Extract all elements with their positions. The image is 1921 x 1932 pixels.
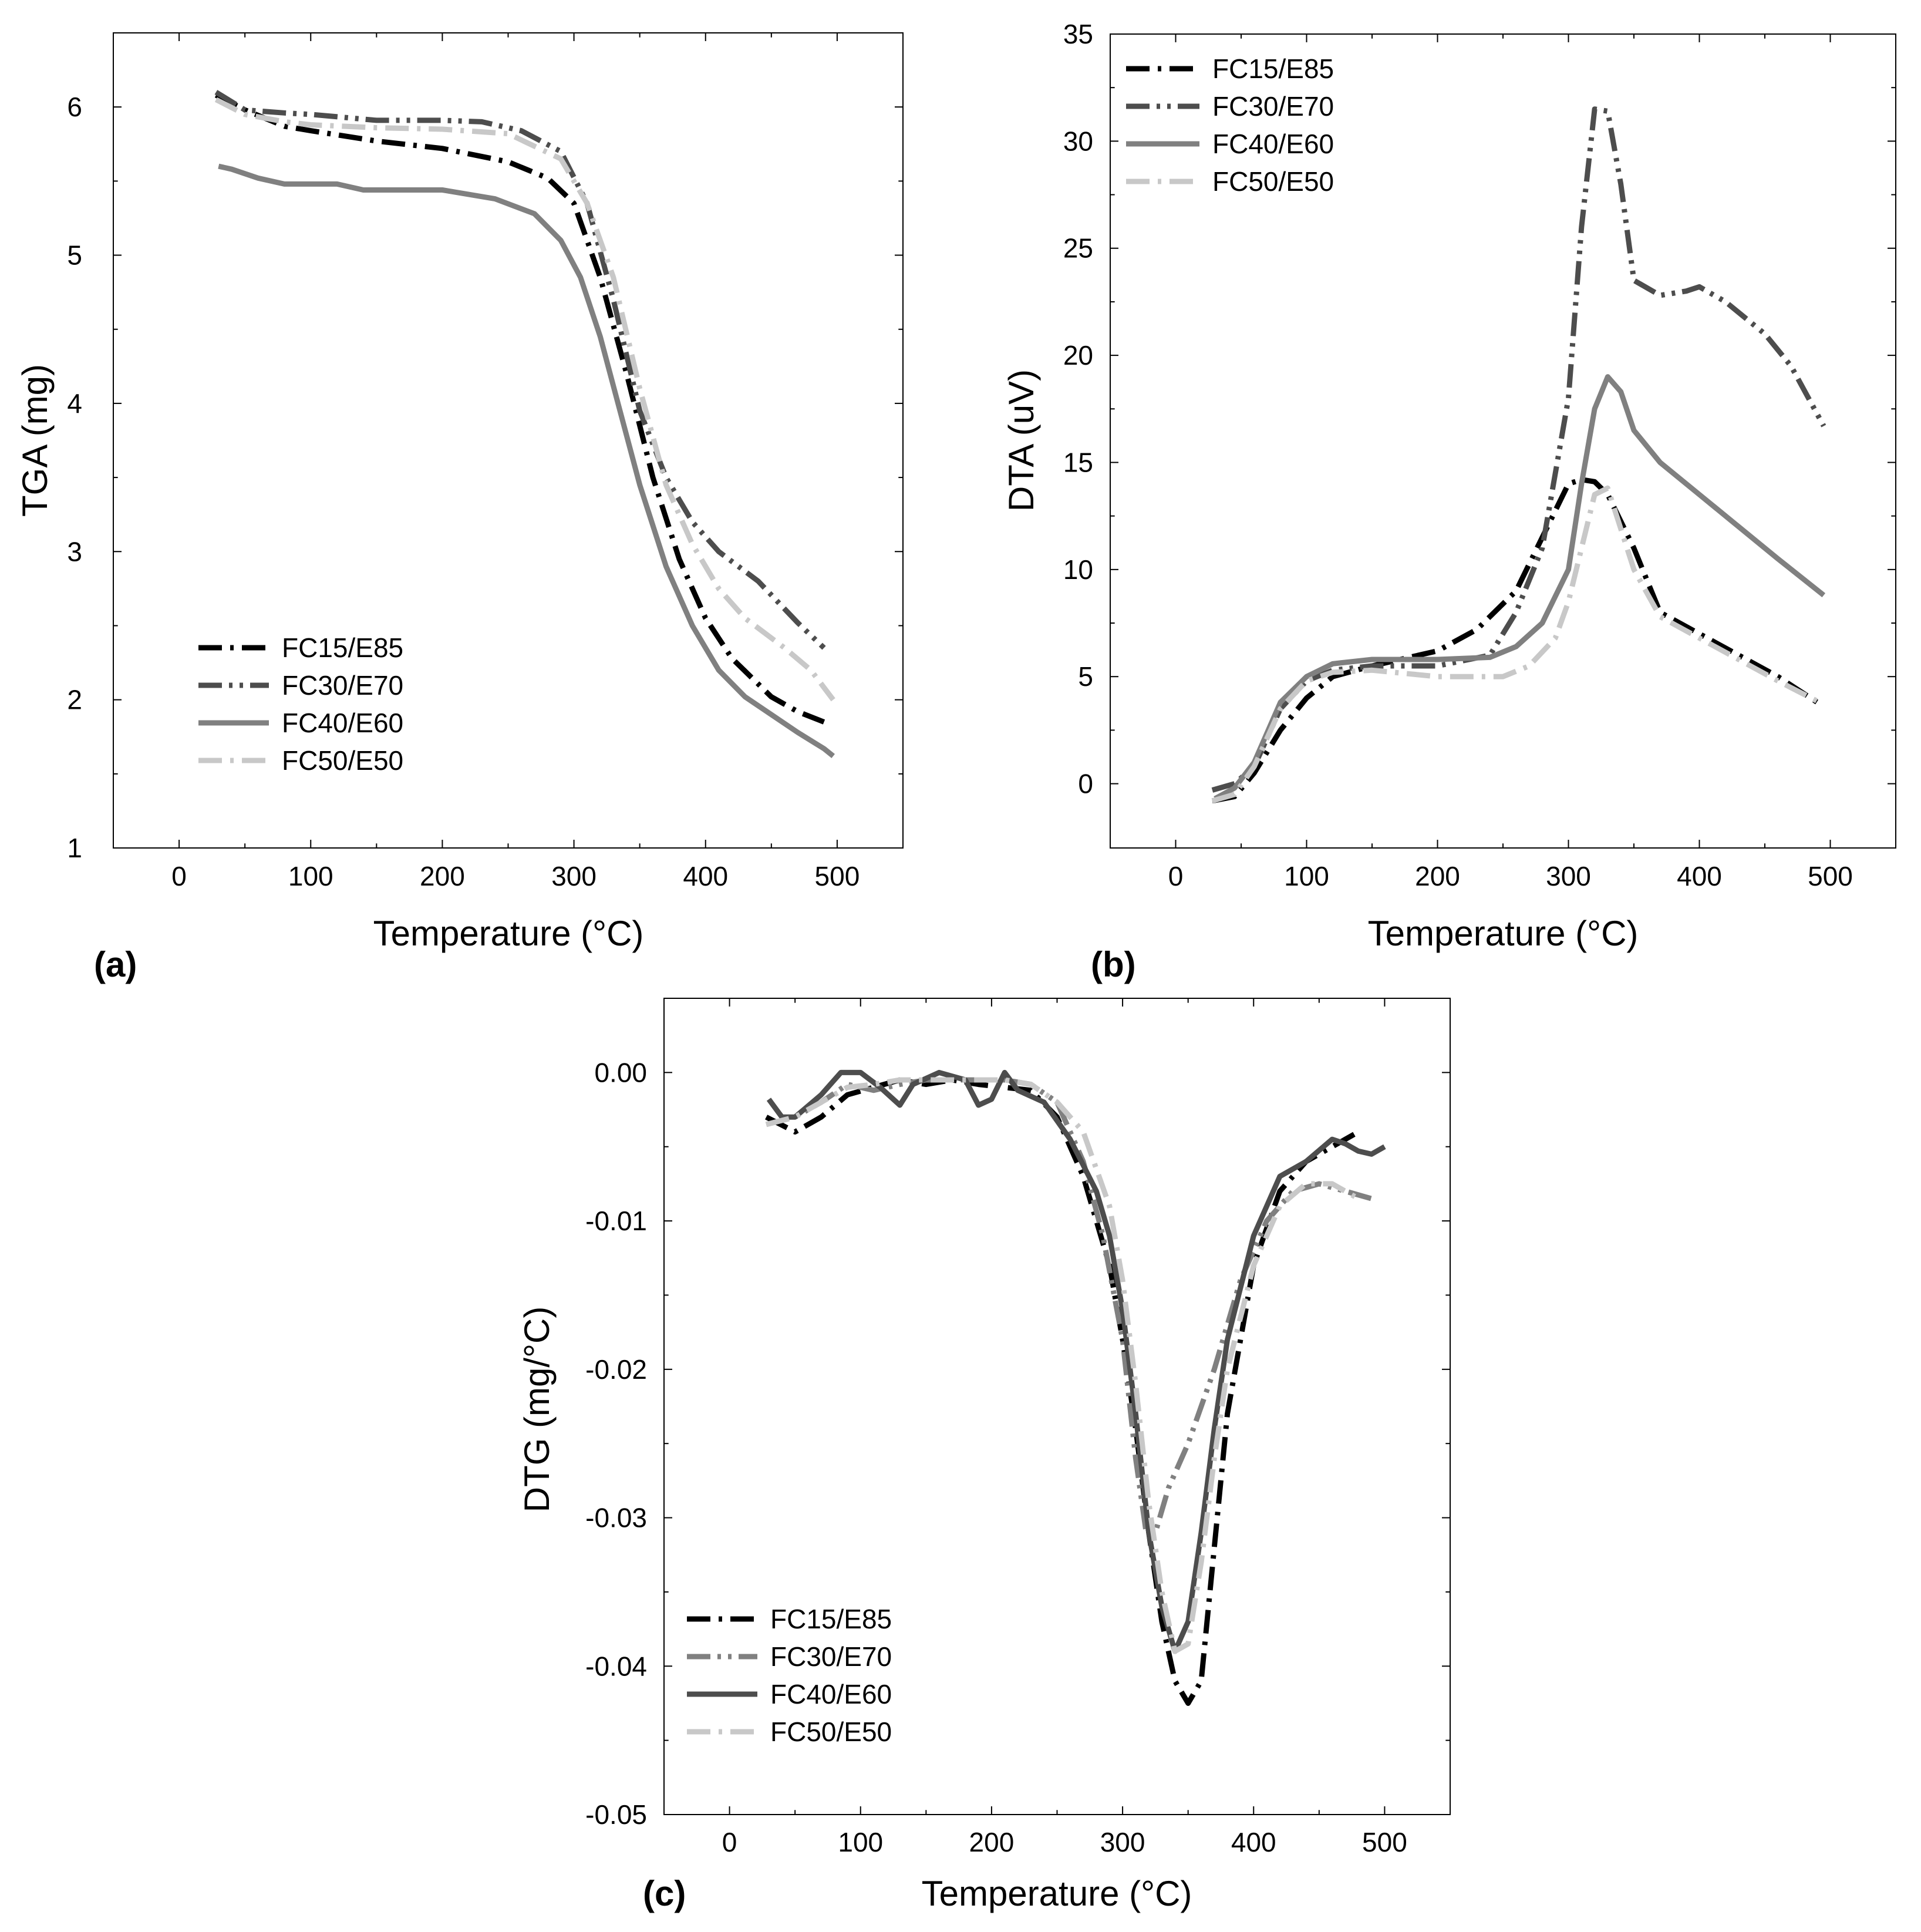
y-tick-label: -0.05 xyxy=(585,1799,647,1830)
legend-label: FC50/E50 xyxy=(770,1716,892,1747)
x-tick-label: 200 xyxy=(1415,861,1460,891)
legend-label: FC15/E85 xyxy=(1212,53,1334,84)
legend-label: FC30/E70 xyxy=(282,670,403,701)
panel-label: (c) xyxy=(643,1874,686,1913)
series-line-fc30-e70 xyxy=(1211,106,1826,793)
x-axis-title: Temperature (°C) xyxy=(373,914,644,953)
legend-label: FC50/E50 xyxy=(1212,166,1334,197)
y-tick-label: 25 xyxy=(1063,233,1093,264)
legend-label: FC15/E85 xyxy=(282,632,403,663)
x-tick-label: 100 xyxy=(288,861,333,891)
series-line-fc15-e85 xyxy=(214,92,825,725)
series-line-fc15-e85 xyxy=(1212,477,1819,804)
series-line-fc30-e70 xyxy=(214,90,826,650)
legend-label: FC30/E70 xyxy=(770,1641,892,1672)
legend-label: FC50/E50 xyxy=(282,745,403,776)
legend-label: FC30/E70 xyxy=(1212,91,1334,122)
legend: FC15/E85 FC30/E70 FC40/E60 FC50/E50 xyxy=(687,1604,892,1747)
y-tick-label: 5 xyxy=(67,240,82,271)
y-tick-label: 0 xyxy=(1078,769,1093,799)
panel-label: (b) xyxy=(1091,945,1136,984)
y-tick-label: -0.01 xyxy=(585,1206,647,1236)
legend-label: FC40/E60 xyxy=(770,1679,892,1709)
legend: FC15/E85 FC30/E70 FC40/E60 FC50/E50 xyxy=(198,632,403,776)
series-line-fc50-e50 xyxy=(765,1077,1360,1654)
x-tick-label: 400 xyxy=(683,861,728,891)
x-tick-label: 400 xyxy=(1231,1827,1276,1857)
y-tick-label: 5 xyxy=(1078,661,1093,692)
x-tick-label: 300 xyxy=(1100,1827,1145,1857)
x-tick-label: 0 xyxy=(722,1827,737,1857)
series-line-fc40-e60 xyxy=(1214,374,1826,802)
chart-panel-1: 0 100 200 300 400 500 1 2 3 4 5 6 Temperature (°C) TG… xyxy=(15,32,904,984)
y-tick-label: 2 xyxy=(67,685,82,715)
x-tick-label: 300 xyxy=(1546,861,1591,891)
x-tick-label: 500 xyxy=(1362,1827,1407,1857)
x-tick-label: 100 xyxy=(1284,861,1329,891)
x-tick-label: 200 xyxy=(420,861,465,891)
y-tick-label: 1 xyxy=(67,833,82,863)
legend-label: FC40/E60 xyxy=(282,708,403,738)
y-tick-label: 3 xyxy=(67,536,82,567)
chart-panel-3: 0 100 200 300 400 500 0.00 -0.01 -0.02 -0.03 -0.04… xyxy=(517,998,1451,1913)
x-tick-label: 500 xyxy=(815,861,860,891)
y-axis-title: DTG (mg/°C) xyxy=(517,1307,557,1513)
x-axis-title: Temperature (°C) xyxy=(922,1874,1192,1913)
y-tick-label: 6 xyxy=(67,92,82,122)
x-tick-label: 0 xyxy=(171,861,187,891)
x-tick-label: 200 xyxy=(969,1827,1015,1857)
x-axis-title: Temperature (°C) xyxy=(1368,914,1639,953)
chart-panel-2: 0 100 200 300 400 500 0 5 10 15 20 25 30 35 Temperatur… xyxy=(1002,19,1896,984)
y-tick-label: 0.00 xyxy=(594,1057,647,1088)
series-line-fc15-e85 xyxy=(765,1077,1360,1706)
legend-label: FC40/E60 xyxy=(1212,129,1334,159)
y-tick-label: 20 xyxy=(1063,340,1093,371)
y-tick-label: 30 xyxy=(1063,126,1093,156)
y-tick-label: -0.04 xyxy=(585,1651,647,1681)
y-tick-label: 4 xyxy=(67,388,82,419)
y-axis-title: DTA (uV) xyxy=(1002,369,1041,511)
x-tick-label: 0 xyxy=(1168,861,1184,891)
y-tick-label: 35 xyxy=(1063,19,1093,49)
series-line-fc50-e50 xyxy=(214,97,835,702)
series-line-fc40-e60 xyxy=(218,163,835,759)
y-tick-label: -0.03 xyxy=(585,1503,647,1533)
x-tick-label: 300 xyxy=(551,861,596,891)
y-tick-label: 10 xyxy=(1063,554,1093,585)
series-line-fc50-e50 xyxy=(1211,485,1825,804)
y-tick-label: 15 xyxy=(1063,447,1093,477)
x-tick-label: 500 xyxy=(1808,861,1853,891)
panel-label: (a) xyxy=(94,945,137,984)
y-tick-label: -0.02 xyxy=(585,1354,647,1385)
x-tick-label: 100 xyxy=(838,1827,883,1857)
legend-label: FC15/E85 xyxy=(770,1604,892,1634)
y-axis-title: TGA (mg) xyxy=(15,364,55,517)
x-tick-label: 400 xyxy=(1677,861,1722,891)
legend: FC15/E85 FC30/E70 FC40/E60 FC50/E50 xyxy=(1126,53,1334,197)
